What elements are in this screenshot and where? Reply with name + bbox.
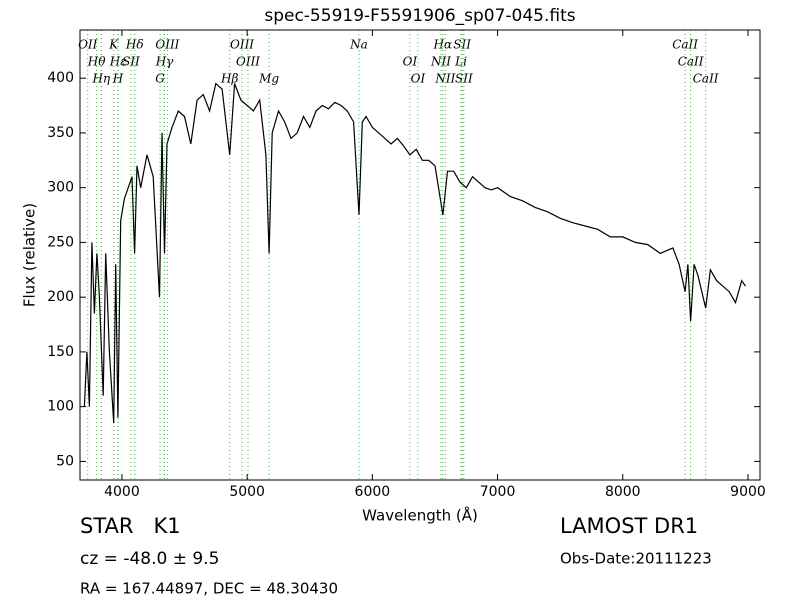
y-tick-label: 200	[47, 289, 74, 305]
spectral-line-label: OI	[403, 55, 418, 69]
spectral-line-label: OIII	[236, 55, 260, 69]
spectral-line-label: OIII	[155, 38, 179, 52]
spectral-line-label: CaII	[672, 38, 698, 52]
spectral-line-label: K	[108, 38, 119, 52]
spectral-line-label: Hγ	[155, 55, 174, 69]
chart-title: spec-55919-F5591906_sp07-045.fits	[264, 6, 575, 26]
spectral-line-label: SII	[122, 55, 140, 69]
spectral-line-label: NII	[434, 72, 455, 86]
spectral-line-label: SII	[453, 38, 471, 52]
y-tick-label: 50	[56, 453, 74, 469]
date-label: Obs-Date:20111223	[560, 550, 712, 568]
spectral-line-label: OII	[78, 38, 98, 52]
redshift-label: cz = -48.0 ± 9.5	[80, 549, 219, 569]
spectral-line-label: G	[155, 72, 165, 86]
spectral-line-label: H	[112, 72, 124, 86]
y-axis-label: Flux (relative)	[21, 203, 39, 307]
spectral-line-label: Hδ	[125, 38, 144, 52]
plot-frame	[79, 29, 761, 481]
y-tick-label: 100	[47, 399, 74, 415]
spectral-line-label: Hθ	[87, 55, 106, 69]
y-tick-label: 150	[47, 344, 74, 360]
object-label: STAR K1	[80, 514, 181, 538]
x-tick-label: 6000	[355, 484, 391, 500]
x-tick-label: 7000	[480, 484, 516, 500]
x-axis-label: Wavelength (Å)	[362, 506, 478, 525]
spectral-line-label: Hε	[109, 55, 127, 69]
x-tick-label: 8000	[605, 484, 641, 500]
spectral-line-label: Li	[454, 55, 467, 69]
spectrum-line	[83, 82, 746, 424]
spectral-line-label: Na	[349, 38, 368, 52]
x-tick-label: 5000	[229, 484, 265, 500]
spectral-line-label: Mg	[258, 72, 279, 86]
x-tick-label: 4000	[104, 484, 140, 500]
y-tick-label: 350	[47, 125, 74, 141]
spectral-line-label: Hβ	[220, 72, 238, 86]
spectral-line-label: Hη	[91, 72, 110, 86]
spectral-line-label: SII	[455, 72, 473, 86]
y-tick-label: 400	[47, 70, 74, 86]
spectral-line-label: CaII	[693, 72, 719, 86]
spectral-line-label: OI	[411, 72, 426, 86]
spectral-line-label: Hα	[433, 38, 453, 52]
y-tick-label: 300	[47, 180, 74, 196]
survey-label: LAMOST DR1	[560, 514, 698, 538]
spectral-line-label: NII	[430, 55, 451, 69]
spectral-line-label: CaII	[678, 55, 704, 69]
spectral-line-label: OIII	[230, 38, 254, 52]
x-tick-label: 9000	[730, 484, 766, 500]
y-tick-label: 250	[47, 234, 74, 250]
coords-label: RA = 167.44897, DEC = 48.30430	[80, 580, 338, 598]
